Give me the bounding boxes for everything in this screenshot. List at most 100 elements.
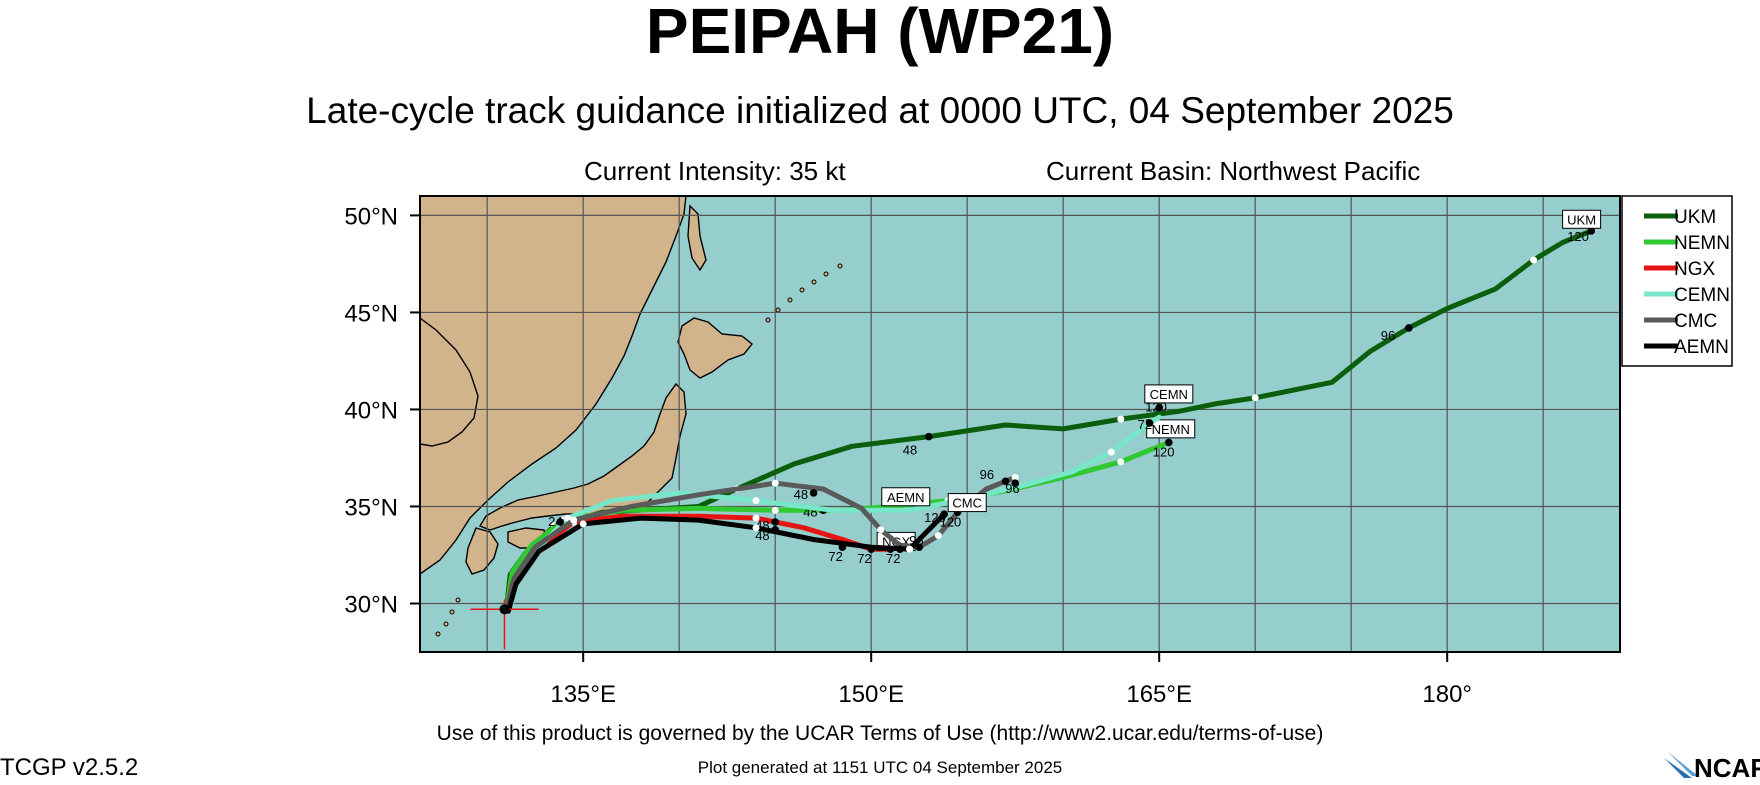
- track-time-marker: [564, 514, 572, 522]
- forecast-hour-marker: [1145, 419, 1154, 427]
- map-frame: [419, 195, 1621, 653]
- lat-tick-label: 40°N: [344, 397, 398, 424]
- forecast-tracks: 4896120UKM48120NEMN487296NGX72120CEMN969…: [503, 209, 1602, 614]
- forecast-hour-marker: [940, 510, 948, 519]
- track-time-marker: [906, 545, 914, 553]
- track-end-label-box: [1562, 209, 1602, 229]
- plot-generated-time: Plot generated at 1151 UTC 04 September …: [697, 758, 1063, 777]
- kyushu-island: [465, 527, 499, 575]
- legend-label-ukm: UKM: [1674, 207, 1716, 228]
- storm-position-dot: [499, 604, 510, 615]
- forecast-hour-marker: [1165, 438, 1173, 447]
- model-legend: UKM NEMN NGX CEMN CMC AEMN: [1621, 195, 1733, 367]
- track-end-label-box: [1144, 384, 1194, 404]
- track-end-label-aemn: AEMN: [887, 490, 925, 505]
- forecast-hour-label: 120: [924, 510, 946, 525]
- forecast-hour-marker: [1001, 477, 1010, 486]
- track-end-label-nemn: NEMN: [1152, 422, 1190, 437]
- kuril-islands: [765, 263, 843, 323]
- forecast-hour-marker: [771, 518, 779, 526]
- current-intensity: Current Intensity: 35 kt: [584, 156, 846, 186]
- legend-box: [1621, 195, 1733, 367]
- forecast-hour-label: 72: [886, 551, 900, 566]
- forecast-hour-label: 48: [903, 443, 917, 458]
- forecast-hour-label: 72: [857, 551, 871, 566]
- track-end-label-cemn: CEMN: [1150, 387, 1188, 402]
- lat-tick-label: 35°N: [344, 494, 398, 521]
- asia-mainland: [420, 196, 687, 575]
- track-line-aemn: [505, 511, 947, 614]
- forecast-hour-marker: [1405, 324, 1413, 332]
- forecast-hour-label: 120: [1567, 229, 1589, 244]
- track-end-label-box: [947, 493, 987, 513]
- lon-tick-label: 180°: [1422, 681, 1472, 708]
- forecast-hour-label: 48: [755, 528, 769, 543]
- forecast-hour-marker: [925, 432, 933, 441]
- forecast-hour-label: 72: [1138, 417, 1152, 432]
- track-time-marker: [877, 526, 885, 534]
- forecast-hour-marker: [838, 543, 847, 552]
- lat-tick-label: 50°N: [344, 203, 398, 230]
- track-time-marker: [579, 520, 587, 528]
- lon-tick-label: 165°E: [1126, 681, 1192, 708]
- track-time-marker: [1530, 256, 1538, 264]
- track-time-marker: [1117, 458, 1125, 466]
- track-time-marker: [752, 497, 760, 505]
- forecast-hour-marker: [1011, 479, 1019, 487]
- honshu-island: [478, 382, 687, 531]
- track-time-marker: [1117, 415, 1125, 423]
- track-line-nemn: [503, 439, 1172, 612]
- korea-peninsula: [420, 317, 479, 447]
- legend-label-ngx: NGX: [1674, 259, 1716, 280]
- track-time-marker: [570, 516, 578, 524]
- track-time-marker: [1011, 473, 1019, 481]
- terms-of-use: Use of this product is governed by the U…: [436, 722, 1324, 745]
- track-end-label-ukm: UKM: [1567, 212, 1596, 227]
- forecast-hour-label: 120: [940, 514, 962, 529]
- sakhalin-island: [687, 204, 707, 272]
- legend-label-cemn: CEMN: [1674, 285, 1730, 306]
- track-time-marker: [752, 514, 760, 522]
- current-storm-position: [470, 599, 539, 650]
- lat-lon-grid: [420, 196, 1620, 652]
- legend-label-aemn: AEMN: [1674, 337, 1729, 358]
- land-layer: [420, 196, 843, 637]
- forecast-hour-label: 72: [828, 549, 842, 564]
- forecast-hour-label: 96: [1005, 481, 1019, 496]
- lat-tick-label: 30°N: [344, 591, 398, 618]
- legend-label-cmc: CMC: [1674, 311, 1717, 332]
- ncar-logo-text: NCAR: [1694, 753, 1760, 780]
- track-time-marker: [752, 524, 760, 532]
- lon-tick-label: 135°E: [550, 681, 616, 708]
- forecast-hour-marker: [1587, 227, 1595, 235]
- current-basin: Current Basin: Northwest Pacific: [1046, 156, 1421, 186]
- forecast-hour-label: 24: [548, 514, 562, 529]
- chart-title: PEIPAH (WP21): [645, 0, 1115, 67]
- lon-tick-label: 150°E: [838, 681, 904, 708]
- track-time-marker: [1251, 394, 1259, 402]
- ncar-logo-swoosh-icon: [1664, 758, 1692, 778]
- legend-label-nemn: NEMN: [1674, 233, 1730, 254]
- axis-ticks: 135°E 150°E 165°E 180° 50°N 45°N 40°N 35°N 30°N: [344, 203, 1472, 708]
- version-label: TCGP v2.5.2: [0, 754, 139, 781]
- lat-tick-label: 45°N: [344, 300, 398, 327]
- ryukyu-islands: [435, 597, 461, 637]
- forecast-hour-marker: [915, 543, 923, 552]
- forecast-hour-marker: [1155, 403, 1163, 412]
- track-time-marker: [771, 479, 779, 487]
- track-time-marker: [1107, 448, 1115, 456]
- track-end-label-cmc: CMC: [952, 496, 982, 511]
- forecast-hour-marker: [809, 489, 818, 497]
- chart-subtitle: Late-cycle track guidance initialized at…: [306, 90, 1454, 131]
- track-time-marker: [934, 532, 942, 540]
- forecast-hour-label: 96: [1381, 328, 1395, 343]
- track-end-label-box: [881, 487, 931, 507]
- forecast-hour-label: 120: [1153, 444, 1175, 459]
- track-line-cmc: [503, 474, 1018, 612]
- forecast-hour-marker: [556, 518, 564, 526]
- forecast-hour-label: 48: [794, 487, 808, 502]
- forecast-hour-label: 96: [980, 467, 994, 482]
- hokkaido-island: [677, 317, 753, 379]
- ncar-logo: NCAR: [1662, 748, 1760, 783]
